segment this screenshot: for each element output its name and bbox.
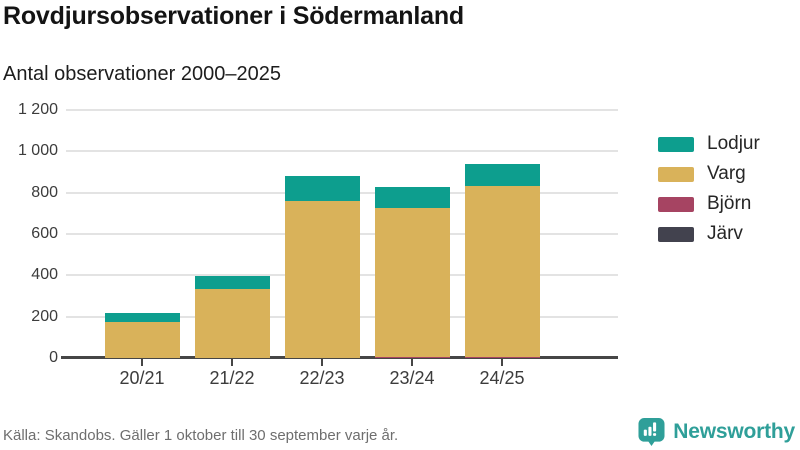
gridline-y1000 bbox=[66, 150, 618, 153]
bar-segment-varg-22-23 bbox=[284, 200, 360, 358]
y-axis-tick-label: 800 bbox=[31, 183, 58, 201]
legend-label: Varg bbox=[707, 163, 746, 184]
x-axis-category-label: 22/23 bbox=[299, 368, 345, 388]
x-axis-tick bbox=[231, 359, 233, 366]
bar-segment-lodjur-21-22 bbox=[194, 275, 270, 289]
branding: Newsworthy bbox=[638, 417, 795, 447]
chart-subtitle: Antal observationer 2000–2025 bbox=[3, 63, 281, 85]
legend-label: Järv bbox=[707, 223, 743, 244]
y-axis-tick-label: 1 200 bbox=[17, 101, 58, 118]
x-axis-category-label: 21/22 bbox=[209, 368, 255, 388]
x-axis-tick bbox=[501, 359, 503, 366]
legend-swatch-lodjur bbox=[658, 136, 694, 152]
bar-segment-varg-21-22 bbox=[194, 288, 270, 358]
x-axis-category-label: 20/21 bbox=[119, 368, 165, 388]
bar-segment-lodjur-23-24 bbox=[374, 187, 450, 208]
legend-item-varg: Varg bbox=[658, 159, 760, 189]
y-axis-tick-label: 0 bbox=[49, 349, 58, 366]
x-axis-category-label: 23/24 bbox=[389, 368, 435, 388]
x-axis-tick bbox=[321, 359, 323, 366]
x-axis-tick bbox=[411, 359, 413, 366]
legend-swatch-björn bbox=[658, 196, 694, 212]
bar-segment-björn-24-25 bbox=[464, 356, 540, 359]
y-axis-tick-label: 400 bbox=[31, 266, 58, 284]
legend-label: Lodjur bbox=[707, 133, 760, 154]
bar-segment-varg-20-21 bbox=[104, 321, 180, 358]
bar-segment-lodjur-22-23 bbox=[284, 176, 360, 201]
legend-item-björn: Björn bbox=[658, 189, 760, 219]
bar-segment-lodjur-24-25 bbox=[464, 164, 540, 187]
legend-label: Björn bbox=[707, 193, 752, 214]
legend-item-lodjur: Lodjur bbox=[658, 129, 760, 159]
x-axis-category-label: 24/25 bbox=[479, 368, 525, 388]
newsworthy-chart-bubble-icon bbox=[638, 418, 665, 446]
y-axis-tick-label: 200 bbox=[31, 307, 58, 325]
y-axis-tick-label: 600 bbox=[31, 225, 58, 242]
branding-name: Newsworthy bbox=[673, 420, 795, 443]
bar-segment-lodjur-20-21 bbox=[104, 313, 180, 322]
source-note: Källa: Skandobs. Gäller 1 oktober till 3… bbox=[3, 427, 399, 444]
chart-title: Rovdjursobservationer i Södermanland bbox=[3, 2, 464, 30]
x-axis-tick bbox=[141, 359, 143, 366]
bar-segment-björn-23-24 bbox=[374, 356, 450, 359]
gridline-y1200 bbox=[66, 109, 618, 111]
legend-item-järv: Järv bbox=[658, 219, 760, 249]
legend-swatch-varg bbox=[658, 166, 694, 182]
y-axis-tick-label: 1 000 bbox=[17, 142, 58, 160]
bar-segment-varg-24-25 bbox=[464, 186, 540, 357]
bar-segment-varg-23-24 bbox=[374, 207, 450, 357]
plot-area: 0 200 400 600 800 1 000 1 200 20/21 21/22 22/23 23… bbox=[18, 101, 618, 388]
legend: Lodjur Varg Björn Järv bbox=[658, 129, 760, 249]
legend-swatch-järv bbox=[658, 226, 694, 242]
